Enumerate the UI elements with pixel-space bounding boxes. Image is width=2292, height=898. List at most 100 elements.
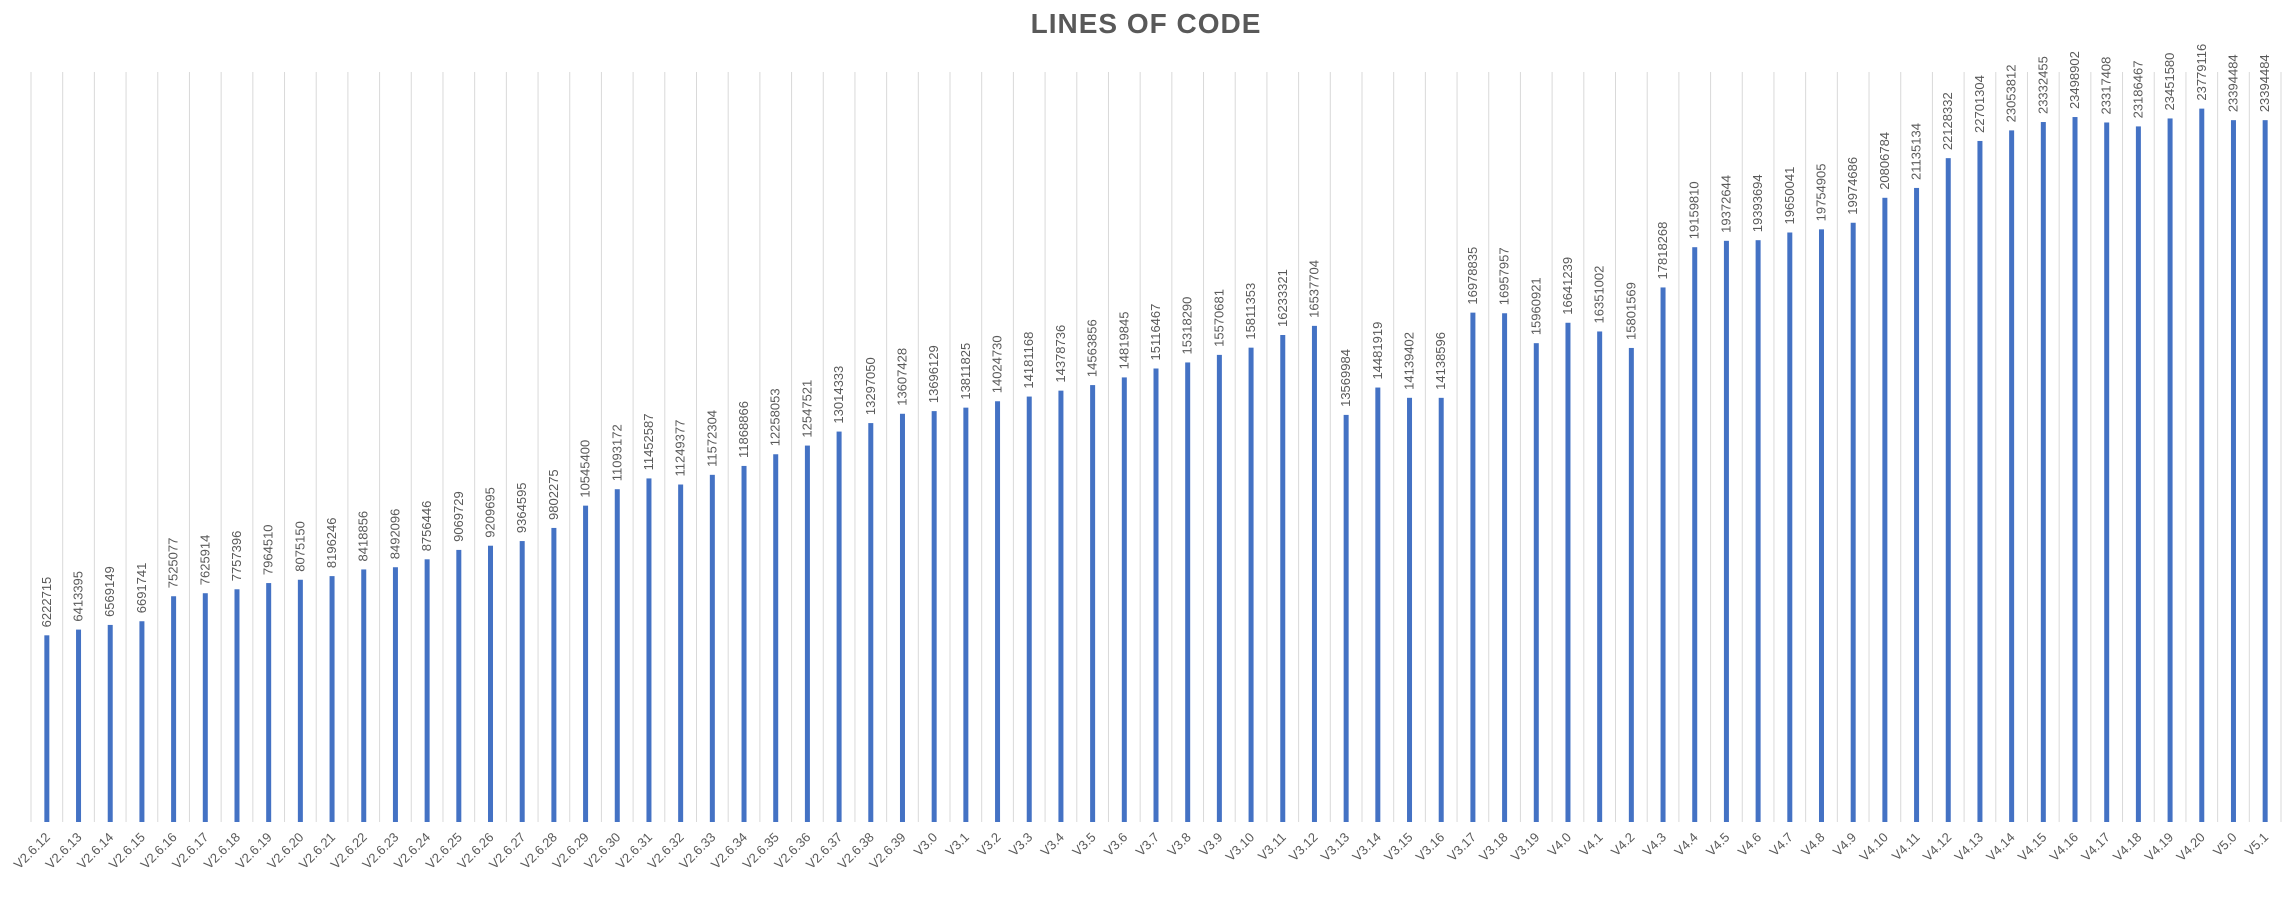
data-label: 22128332: [1940, 92, 1955, 150]
data-label: 13297050: [863, 357, 878, 415]
chart-title: LINES OF CODE: [1030, 8, 1262, 39]
data-label: 23498902: [2067, 51, 2082, 109]
data-label: 11572304: [704, 410, 719, 467]
x-tick-label: V3.12: [1286, 830, 1321, 865]
data-label: 9364595: [514, 482, 529, 533]
data-label: 7525077: [166, 538, 181, 589]
bar: [107, 624, 113, 822]
bar: [1502, 313, 1508, 822]
bar: [1375, 387, 1381, 822]
x-tick-label: V3.6: [1101, 830, 1131, 860]
x-tick-label: V4.2: [1608, 830, 1638, 860]
data-label: 23451580: [2162, 53, 2177, 111]
data-label: 16978835: [1465, 247, 1480, 305]
data-label: 13696129: [926, 345, 941, 403]
bar: [456, 549, 462, 822]
bar: [297, 579, 303, 822]
bar: [2199, 108, 2205, 822]
bar: [1660, 287, 1666, 822]
bar: [1914, 187, 1920, 822]
bar: [583, 505, 589, 822]
data-label: 8492096: [387, 509, 402, 560]
bar: [773, 454, 779, 822]
data-label: 21135134: [1909, 123, 1924, 180]
bar: [995, 401, 1001, 822]
bar: [709, 474, 715, 822]
x-tick-label: V4.4: [1671, 830, 1701, 860]
data-label: 14139402: [1402, 332, 1417, 390]
bar: [1565, 322, 1571, 822]
bar: [1850, 222, 1856, 823]
data-label: 20806784: [1877, 132, 1892, 190]
x-tick-label: V3.1: [942, 830, 972, 860]
x-tick-label: V4.1: [1576, 830, 1606, 860]
data-label: 6569149: [102, 566, 117, 617]
bar: [2262, 120, 2268, 823]
bar: [234, 589, 240, 822]
data-label: 7964510: [261, 524, 276, 575]
data-label: 6222715: [39, 577, 54, 628]
x-tick-label: V3.18: [1476, 830, 1511, 865]
bar: [488, 545, 494, 822]
bar: [1818, 229, 1824, 822]
data-label: 15318290: [1180, 297, 1195, 355]
x-tick-label: V3.3: [1006, 830, 1036, 860]
x-tick-label: V4.5: [1703, 830, 1733, 860]
data-label: 9069729: [451, 491, 466, 542]
data-label: 8418856: [356, 511, 371, 562]
x-tick-label: V3.7: [1133, 830, 1163, 860]
bar: [171, 596, 177, 822]
data-label: 7757396: [229, 531, 244, 582]
data-label: 7625914: [197, 535, 212, 586]
data-label: 19372644: [1718, 175, 1733, 233]
bar: [329, 576, 335, 822]
bar: [519, 541, 525, 822]
x-tick-label: V4.6: [1735, 830, 1765, 860]
bar: [2104, 122, 2110, 822]
bar: [868, 423, 874, 822]
data-label: 9802275: [546, 469, 561, 520]
bar: [1311, 325, 1317, 822]
x-tick-label: V4.16: [2046, 830, 2081, 865]
bar: [202, 593, 208, 822]
x-tick-label: V4.8: [1798, 830, 1828, 860]
data-label: 11093172: [609, 424, 624, 481]
data-label: 14481919: [1370, 322, 1385, 380]
bar: [1121, 377, 1127, 822]
bar: [646, 478, 652, 822]
bar: [1755, 240, 1761, 822]
grid-lines: [30, 72, 2282, 822]
bar: [678, 484, 684, 822]
bar: [2167, 118, 2173, 823]
bar: [1216, 354, 1222, 822]
data-label: 16537704: [1306, 260, 1321, 318]
data-label: 13607428: [894, 348, 909, 406]
data-label: 8075150: [292, 521, 307, 572]
bar: [1628, 347, 1634, 822]
x-tick-label: V3.14: [1349, 830, 1384, 865]
data-label: 16351002: [1592, 266, 1607, 324]
bar: [2135, 126, 2141, 822]
bar: [1090, 385, 1096, 822]
bar: [963, 407, 969, 822]
bar-series: [44, 108, 2268, 823]
x-tick-label: V3.19: [1508, 830, 1543, 865]
bar: [424, 559, 430, 822]
x-tick-label: V3.15: [1381, 830, 1416, 865]
bar: [1692, 247, 1698, 823]
data-label: 23317408: [2099, 57, 2114, 115]
bar: [1407, 397, 1413, 822]
x-tick-label: V4.9: [1830, 830, 1860, 860]
bar: [1343, 414, 1349, 822]
x-tick-label: V4.10: [1856, 830, 1891, 865]
data-label: 23394484: [2257, 54, 2272, 112]
data-label: 12547521: [799, 380, 814, 438]
x-tick-label: V4.19: [2142, 830, 2177, 865]
data-label: 23394484: [2225, 54, 2240, 112]
bar: [76, 629, 82, 822]
bar: [2009, 130, 2015, 823]
data-label: 11249377: [673, 420, 688, 477]
bar: [392, 567, 398, 822]
bar: [804, 445, 810, 822]
data-label: 9209695: [483, 487, 498, 538]
